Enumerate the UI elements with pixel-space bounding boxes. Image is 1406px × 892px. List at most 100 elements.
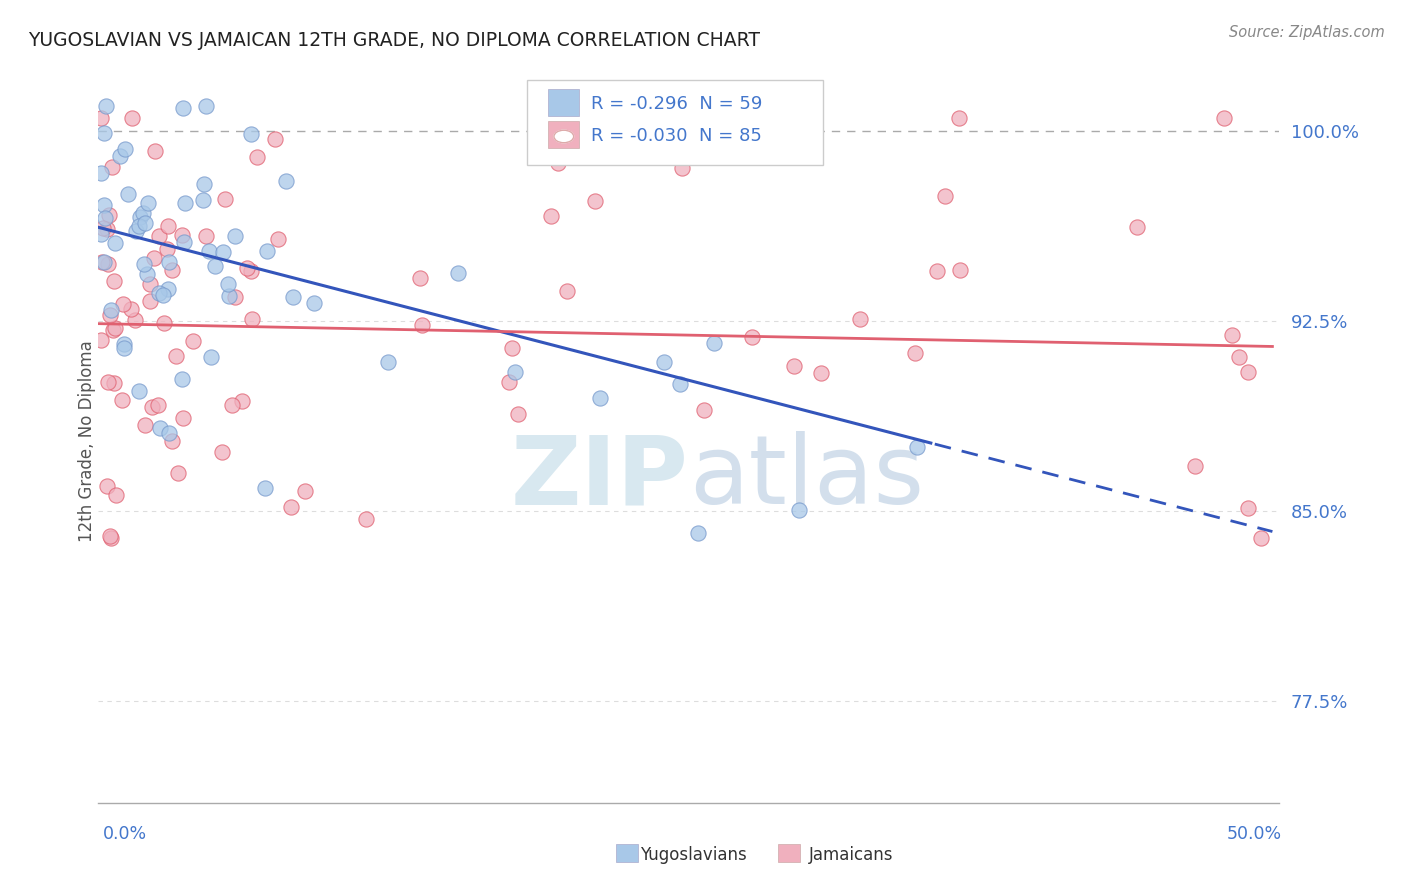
Point (934, 189, 956, 203)
Point (231, 394, 253, 409)
Point (93, 198, 115, 212)
Point (136, 196, 159, 211)
Point (240, 263, 263, 277)
Point (1250, 532, 1272, 546)
Point (157, 282, 180, 296)
Point (547, 156, 569, 170)
Point (623, 136, 645, 150)
Point (170, 371, 193, 385)
Point (195, 228, 218, 243)
Point (236, 260, 259, 275)
Point (703, 335, 725, 350)
Point (191, 193, 214, 207)
Point (156, 242, 179, 256)
Point (108, 149, 131, 163)
Point (172, 101, 194, 115)
Point (688, 526, 710, 541)
Point (810, 367, 832, 381)
Y-axis label: 12th Grade, No Diploma: 12th Grade, No Diploma (79, 341, 96, 542)
Point (101, 323, 124, 337)
Point (157, 425, 180, 440)
Point (276, 174, 298, 188)
Point (128, 219, 150, 234)
Point (1212, 112, 1234, 126)
Point (143, 251, 166, 265)
Point (263, 132, 285, 146)
Point (90, 333, 112, 347)
Point (96, 222, 118, 236)
Point (160, 434, 183, 448)
Point (93, 255, 115, 269)
Point (377, 355, 399, 369)
Point (240, 128, 263, 142)
Point (134, 216, 156, 230)
Point (172, 410, 194, 425)
Point (139, 277, 162, 291)
Point (105, 488, 128, 502)
Point (91, 221, 114, 235)
Point (157, 255, 180, 269)
Point (112, 342, 135, 356)
Point (170, 227, 193, 242)
Point (141, 400, 163, 414)
Point (103, 274, 125, 288)
Point (132, 257, 155, 271)
Point (204, 260, 226, 274)
Point (157, 219, 180, 233)
Point (96, 479, 118, 493)
Point (256, 244, 278, 259)
Point (97, 375, 120, 389)
Point (283, 290, 305, 304)
Point (139, 293, 162, 308)
Point (136, 268, 159, 282)
Point (149, 421, 172, 435)
Point (143, 144, 166, 158)
Point (1184, 458, 1206, 473)
Point (588, 391, 610, 405)
Point (166, 466, 188, 480)
Point (112, 336, 135, 351)
Point (200, 350, 222, 364)
Point (927, 263, 949, 277)
Point (246, 151, 269, 165)
Point (181, 334, 204, 349)
Point (302, 296, 325, 310)
Point (112, 297, 135, 311)
Point (224, 229, 246, 244)
Point (146, 398, 169, 412)
Point (498, 375, 520, 389)
Point (1237, 500, 1260, 515)
Point (583, 194, 606, 208)
Point (103, 376, 125, 391)
Point (217, 277, 239, 291)
Point (503, 365, 526, 379)
Point (124, 312, 146, 326)
Point (148, 286, 170, 301)
Point (411, 318, 433, 332)
Point (904, 346, 927, 360)
Point (540, 210, 562, 224)
Point (447, 266, 470, 280)
Point (1220, 328, 1243, 343)
Point (787, 502, 810, 516)
Point (949, 262, 972, 277)
Point (153, 316, 176, 330)
Point (1126, 219, 1149, 234)
Point (121, 112, 143, 126)
Text: YUGOSLAVIAN VS JAMAICAN 12TH GRADE, NO DIPLOMA CORRELATION CHART: YUGOSLAVIAN VS JAMAICAN 12TH GRADE, NO D… (28, 31, 761, 50)
Point (501, 341, 523, 355)
Point (90, 227, 112, 242)
Point (134, 418, 156, 433)
Point (104, 235, 127, 250)
Point (97, 257, 120, 271)
Point (356, 512, 378, 526)
Point (117, 187, 139, 202)
Point (98, 529, 121, 543)
Point (97, 208, 120, 222)
Point (1237, 365, 1260, 379)
Text: R = -0.296  N = 59: R = -0.296 N = 59 (591, 95, 762, 113)
Point (129, 210, 152, 224)
Point (948, 112, 970, 126)
Point (94, 211, 117, 226)
Point (90, 165, 112, 179)
